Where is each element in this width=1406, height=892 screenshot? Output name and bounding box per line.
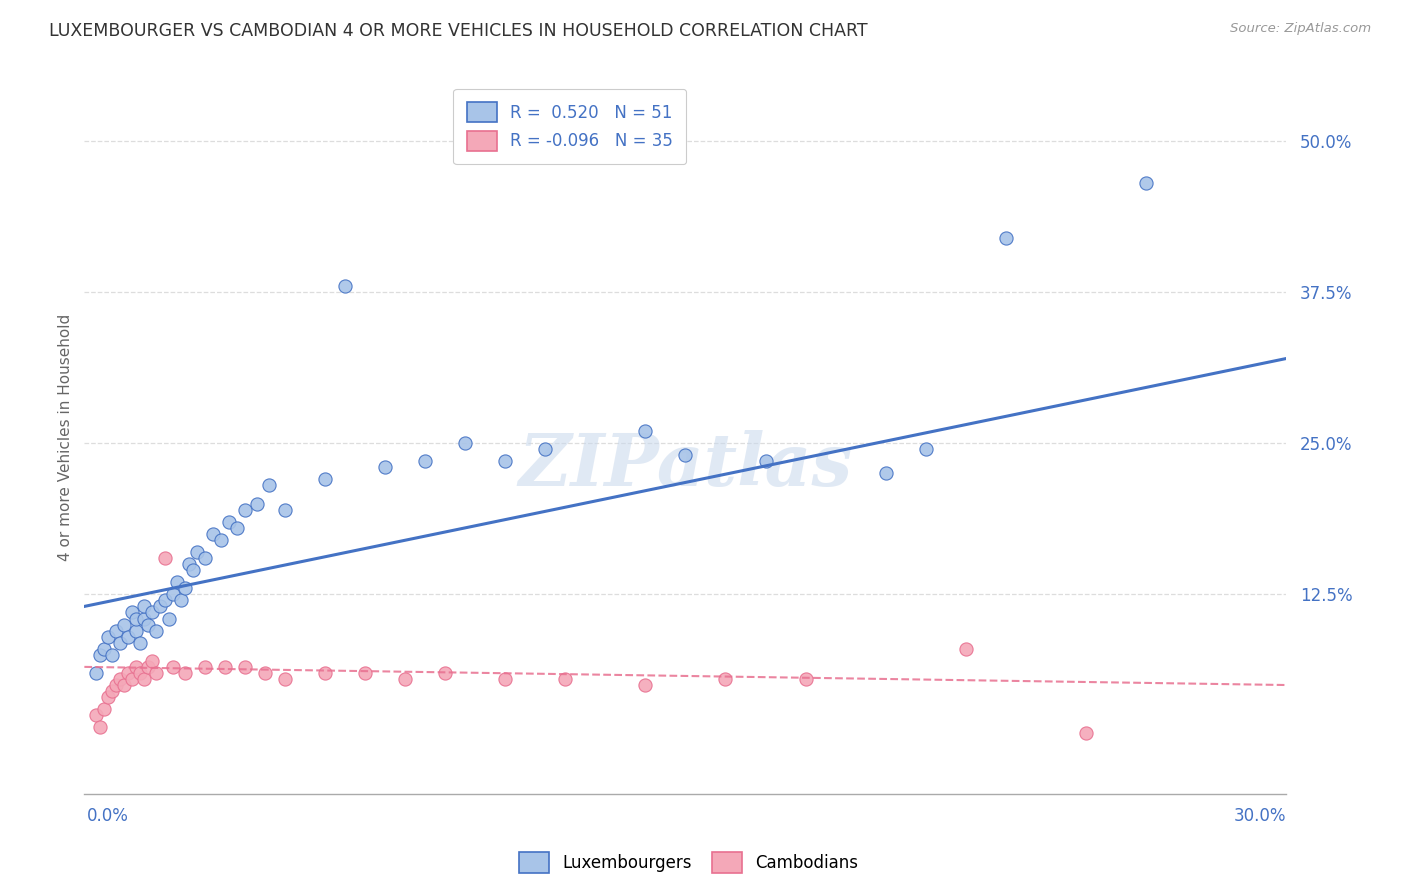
- Point: [201, 526, 224, 541]
- Text: LUXEMBOURGER VS CAMBODIAN 4 OR MORE VEHICLES IN HOUSEHOLD CORRELATION CHART: LUXEMBOURGER VS CAMBODIAN 4 OR MORE VEHI…: [49, 22, 868, 40]
- Point: [138, 660, 160, 674]
- Point: [274, 502, 297, 516]
- Point: [93, 702, 115, 716]
- Text: Source: ZipAtlas.com: Source: ZipAtlas.com: [1230, 22, 1371, 36]
- Point: [145, 624, 167, 638]
- Text: 0.0%: 0.0%: [87, 807, 129, 825]
- Point: [755, 454, 778, 468]
- Point: [214, 660, 236, 674]
- Point: [194, 660, 217, 674]
- Text: 30.0%: 30.0%: [1234, 807, 1286, 825]
- Point: [89, 720, 111, 734]
- Point: [166, 575, 188, 590]
- Point: [138, 617, 160, 632]
- Point: [534, 442, 557, 457]
- Point: [494, 454, 516, 468]
- Point: [675, 448, 697, 462]
- Point: [194, 551, 217, 566]
- Point: [117, 665, 139, 680]
- Point: [157, 611, 180, 625]
- Point: [141, 654, 163, 668]
- Point: [274, 672, 297, 686]
- Point: [434, 665, 457, 680]
- Point: [121, 606, 143, 620]
- Point: [93, 641, 115, 656]
- Point: [134, 599, 156, 614]
- Point: [121, 672, 143, 686]
- Point: [394, 672, 416, 686]
- Point: [149, 599, 172, 614]
- Point: [105, 678, 128, 692]
- Point: [915, 442, 938, 457]
- Point: [173, 665, 195, 680]
- Point: [97, 630, 120, 644]
- Point: [169, 593, 191, 607]
- Point: [129, 665, 152, 680]
- Point: [181, 563, 204, 577]
- Point: [125, 660, 148, 674]
- Point: [233, 502, 256, 516]
- Point: [173, 581, 195, 595]
- Point: [162, 587, 184, 601]
- Point: [141, 606, 163, 620]
- Point: [153, 593, 176, 607]
- Point: [153, 551, 176, 566]
- Point: [955, 641, 977, 656]
- Point: [995, 230, 1018, 244]
- Legend: Luxembourgers, Cambodians: Luxembourgers, Cambodians: [513, 846, 865, 880]
- Point: [233, 660, 256, 674]
- Point: [246, 497, 269, 511]
- Point: [110, 672, 132, 686]
- Point: [125, 611, 148, 625]
- Point: [86, 708, 108, 723]
- Legend: R =  0.520   N = 51, R = -0.096   N = 35: R = 0.520 N = 51, R = -0.096 N = 35: [453, 88, 686, 164]
- Point: [209, 533, 232, 547]
- Point: [714, 672, 737, 686]
- Point: [454, 436, 477, 450]
- Point: [634, 424, 657, 438]
- Point: [177, 557, 200, 571]
- Point: [162, 660, 184, 674]
- Point: [117, 630, 139, 644]
- Point: [374, 460, 396, 475]
- Point: [218, 515, 240, 529]
- Y-axis label: 4 or more Vehicles in Household: 4 or more Vehicles in Household: [58, 313, 73, 561]
- Point: [105, 624, 128, 638]
- Point: [314, 472, 336, 486]
- Point: [1076, 726, 1098, 740]
- Point: [145, 665, 167, 680]
- Point: [354, 665, 377, 680]
- Point: [110, 636, 132, 650]
- Point: [129, 636, 152, 650]
- Point: [225, 521, 247, 535]
- Point: [186, 545, 208, 559]
- Point: [253, 665, 276, 680]
- Point: [634, 678, 657, 692]
- Point: [97, 690, 120, 705]
- Point: [314, 665, 336, 680]
- Point: [554, 672, 576, 686]
- Point: [794, 672, 817, 686]
- Point: [1135, 176, 1157, 190]
- Point: [875, 467, 897, 481]
- Point: [134, 611, 156, 625]
- Text: ZIPatlas: ZIPatlas: [519, 430, 852, 501]
- Point: [86, 665, 108, 680]
- Point: [494, 672, 516, 686]
- Point: [101, 684, 124, 698]
- Point: [89, 648, 111, 662]
- Point: [257, 478, 280, 492]
- Point: [333, 279, 356, 293]
- Point: [114, 617, 135, 632]
- Point: [114, 678, 135, 692]
- Point: [413, 454, 436, 468]
- Point: [134, 672, 156, 686]
- Point: [125, 624, 148, 638]
- Point: [101, 648, 124, 662]
